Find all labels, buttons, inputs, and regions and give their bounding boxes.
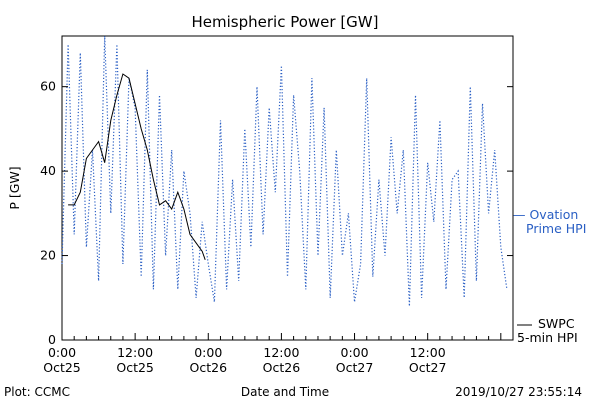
x-tick-date-label: Oct25 [116, 360, 154, 375]
plot-credit: Plot: CCMC [4, 385, 70, 399]
legend-swpc-line2: 5-min HPI [517, 330, 578, 345]
y-tick-label: 40 [40, 163, 56, 178]
x-tick-time-label: 12:00 [410, 345, 446, 360]
y-tick-label: 20 [40, 248, 56, 263]
legend-ovation-line2: Prime HPI [526, 221, 586, 236]
x-tick-date-label: Oct27 [409, 360, 447, 375]
timestamp: 2019/10/27 23:55:14 [455, 385, 582, 399]
x-tick-time-label: 0:00 [48, 345, 76, 360]
y-axis: 0 20 40 60 [40, 79, 513, 347]
x-tick-time-label: 12:00 [117, 345, 153, 360]
x-tick-date-label: Oct26 [190, 360, 228, 375]
ovation-prime-hpi-line [61, 35, 508, 307]
x-tick-date-label: Oct25 [43, 360, 81, 375]
x-tick-time-label: 0:00 [341, 345, 369, 360]
y-axis-label: P [GW] [7, 166, 22, 209]
x-tick-time-label: 12:00 [263, 345, 299, 360]
x-axis: 0:00Oct2512:00Oct250:00Oct2612:00Oct260:… [43, 333, 514, 375]
x-tick-date-label: Oct27 [336, 360, 374, 375]
plot-frame [61, 35, 514, 341]
x-tick-time-label: 0:00 [194, 345, 222, 360]
y-tick-label: 60 [40, 79, 56, 94]
series-layer [61, 35, 508, 307]
chart-title: Hemispheric Power [GW] [192, 13, 379, 31]
y-tick-label: 0 [48, 332, 56, 347]
legend-ovation-line1: — Ovation [513, 207, 578, 222]
x-axis-label: Date and Time [241, 385, 329, 399]
legend-swpc-line1: SWPC [538, 316, 575, 331]
swpc-5min-hpi-line [68, 73, 206, 260]
x-tick-date-label: Oct26 [263, 360, 301, 375]
